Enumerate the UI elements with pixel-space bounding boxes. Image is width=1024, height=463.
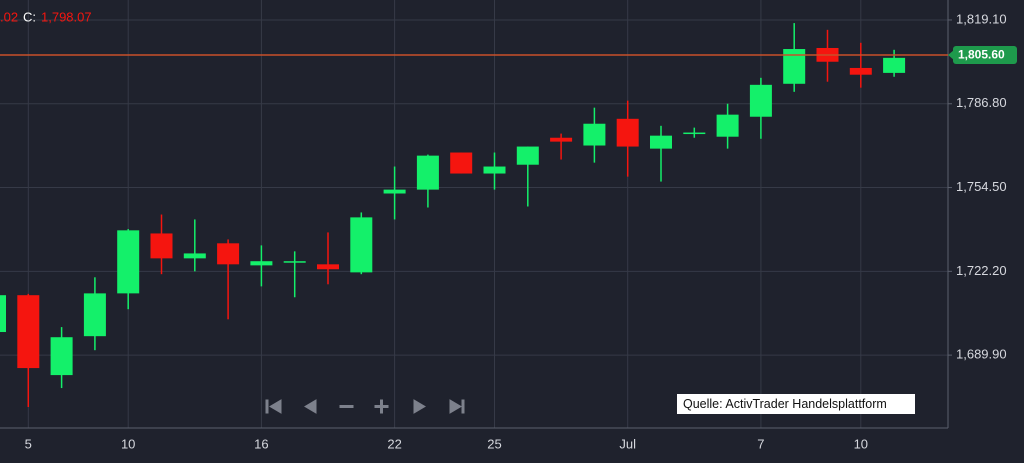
last-price-label: 1,805.60 — [958, 48, 1005, 62]
source-box — [677, 394, 915, 414]
candle-body — [83, 293, 106, 337]
candle-body — [716, 114, 739, 137]
x-tick-label: 5 — [25, 436, 32, 451]
header-prefix: .02 — [0, 9, 18, 24]
nav-zoom-out[interactable] — [339, 405, 354, 408]
candle-body — [516, 146, 539, 165]
last-price-pointer — [948, 49, 954, 60]
x-tick-label: 16 — [254, 436, 268, 451]
candle-body — [183, 253, 206, 259]
x-tick-label: 7 — [757, 436, 764, 451]
nav-prev[interactable] — [304, 399, 317, 414]
candle-body — [150, 233, 173, 259]
candle-body — [650, 135, 672, 149]
candle-body — [350, 217, 373, 273]
candle-body — [783, 49, 806, 84]
candle-body — [616, 118, 639, 147]
y-tick-label: 1,819.10 — [956, 11, 1007, 26]
nav-zoom-in[interactable] — [374, 399, 389, 414]
x-tick-label: 10 — [121, 436, 135, 451]
candle-body — [483, 166, 506, 174]
candle-body — [683, 132, 706, 135]
candle-body — [250, 261, 273, 266]
candle-body — [317, 264, 339, 270]
candle-body — [749, 84, 772, 117]
candle-body — [50, 337, 73, 376]
x-tick-label: 25 — [487, 436, 501, 451]
candle-body — [550, 137, 573, 142]
candle-body — [0, 295, 6, 333]
candle-body — [117, 230, 140, 294]
candle-body — [849, 67, 872, 75]
candles — [0, 23, 906, 407]
candle-body — [383, 189, 406, 194]
navigation — [265, 399, 465, 414]
nav-first[interactable] — [265, 399, 282, 414]
grid — [0, 0, 948, 428]
candle-body — [416, 155, 439, 190]
candle-body — [217, 243, 240, 265]
y-tick-label: 1,689.90 — [956, 347, 1007, 362]
candle-body — [583, 123, 606, 146]
nav-next[interactable] — [413, 399, 426, 414]
last-price-tag — [953, 45, 1017, 64]
x-tick-label: 22 — [387, 436, 401, 451]
x-tick-label: 10 — [854, 436, 868, 451]
candle-body — [283, 261, 306, 263]
source-label: Quelle: ActivTrader Handelsplattform — [683, 397, 887, 411]
x-tick-label: Jul — [619, 436, 636, 451]
y-tick-label: 1,754.50 — [956, 179, 1007, 194]
candle-body — [450, 152, 473, 174]
y-tick-label: 1,786.80 — [956, 95, 1007, 110]
header-close-value: 1,798.07 — [41, 9, 92, 24]
candle-body — [883, 57, 906, 73]
y-tick-label: 1,722.20 — [956, 263, 1007, 278]
nav-last[interactable] — [449, 399, 465, 414]
candle-body — [17, 295, 40, 369]
header-close-label: C: — [23, 9, 36, 24]
